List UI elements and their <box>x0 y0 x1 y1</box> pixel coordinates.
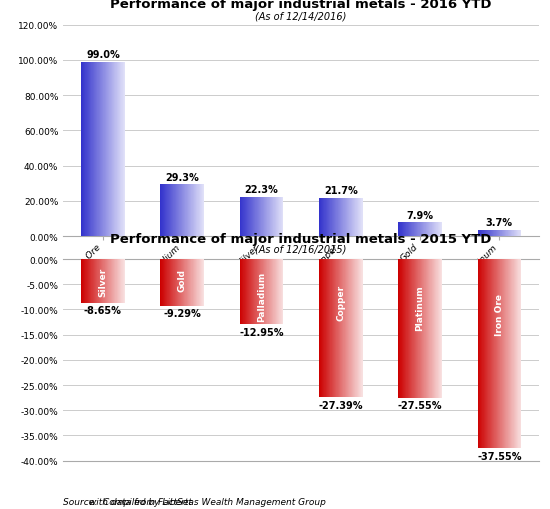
Text: (As of 12/14/2016): (As of 12/14/2016) <box>255 12 347 22</box>
Text: 3.7%: 3.7% <box>486 217 513 228</box>
Text: Silver: Silver <box>98 267 107 297</box>
Text: -37.55%: -37.55% <box>477 451 521 461</box>
Text: 21.7%: 21.7% <box>324 186 358 196</box>
Text: -27.39%: -27.39% <box>318 400 363 410</box>
Text: Source:  Compiled by Libertas Wealth Management Group: Source: Compiled by Libertas Wealth Mana… <box>63 497 326 506</box>
Text: -12.95%: -12.95% <box>239 327 284 337</box>
Text: -8.65%: -8.65% <box>84 305 122 316</box>
Text: -9.29%: -9.29% <box>163 309 201 319</box>
Text: 99.0%: 99.0% <box>86 50 120 60</box>
Text: Performance of major industrial metals - 2016 YTD: Performance of major industrial metals -… <box>111 0 492 11</box>
Text: Platinum: Platinum <box>416 285 425 330</box>
Text: 7.9%: 7.9% <box>406 210 433 220</box>
Text: with data from FactSet: with data from FactSet <box>63 487 192 506</box>
Text: 22.3%: 22.3% <box>245 185 278 195</box>
Text: (As of 12/16/2015): (As of 12/16/2015) <box>255 244 347 254</box>
Text: Performance of major industrial metals - 2015 YTD: Performance of major industrial metals -… <box>111 233 492 245</box>
Text: Palladium: Palladium <box>257 271 266 322</box>
Text: 29.3%: 29.3% <box>166 173 199 182</box>
Text: Copper: Copper <box>336 285 345 321</box>
Text: -27.55%: -27.55% <box>398 401 442 411</box>
Text: Iron Ore: Iron Ore <box>495 294 504 335</box>
Text: Gold: Gold <box>178 268 186 291</box>
